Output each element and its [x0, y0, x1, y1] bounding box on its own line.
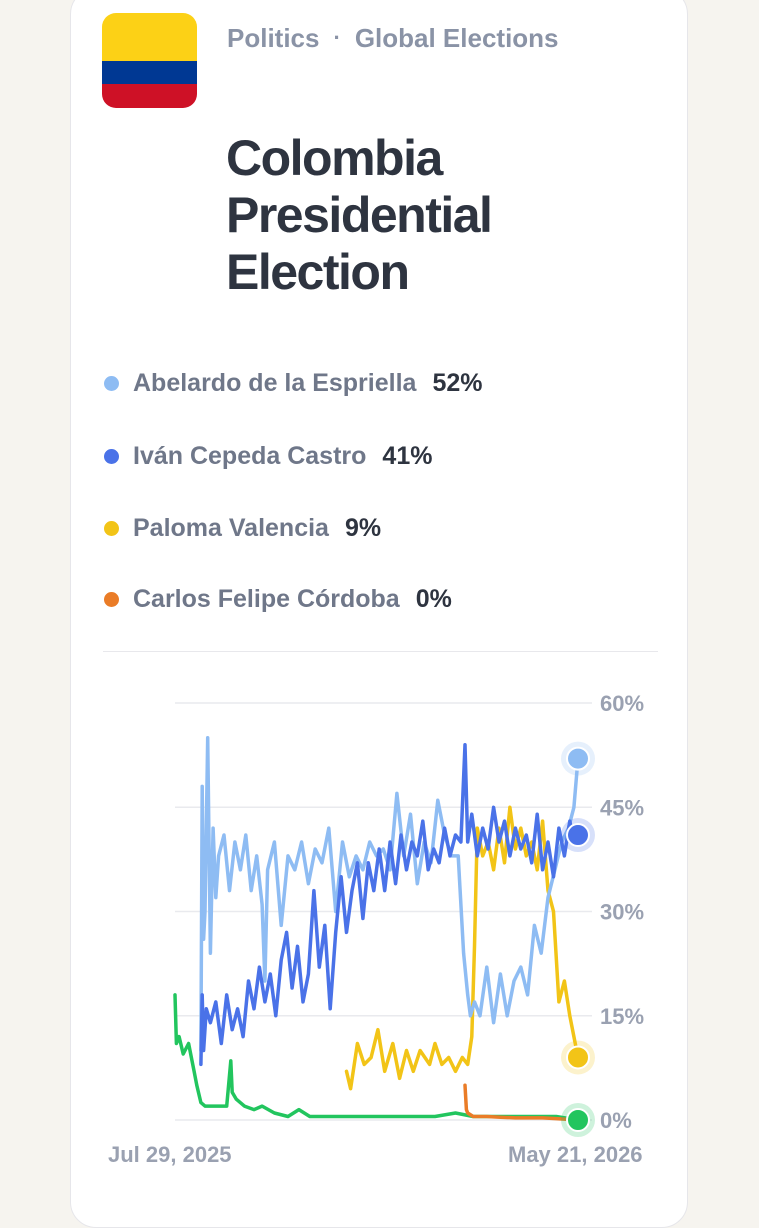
y-tick-label: 60% — [600, 691, 644, 716]
series-line-paloma-valencia — [344, 805, 580, 1091]
series-line-abelardo-de-la-espriella — [199, 736, 580, 1053]
end-marker-dot — [566, 1108, 590, 1132]
y-tick-label: 30% — [600, 900, 644, 925]
flag-band-blue — [102, 60, 197, 85]
legend-name: Carlos Felipe Córdoba — [133, 584, 400, 613]
legend-value: 52% — [432, 368, 483, 397]
market-card — [70, 0, 688, 1228]
breadcrumb: Politics · Global Elections — [227, 20, 559, 56]
series-line-carlos-felipe-co-rdoba — [463, 1083, 580, 1122]
page-title: Colombia Presidential Election — [226, 130, 493, 300]
flag-band-yellow — [102, 13, 197, 61]
x-axis-start-label: Jul 29, 2025 — [108, 1142, 232, 1167]
legend-dot — [104, 375, 119, 391]
legend-item-valencia[interactable]: Paloma Valencia 9% — [104, 505, 381, 551]
divider — [103, 651, 658, 652]
y-tick-label: 0% — [600, 1108, 632, 1133]
x-axis-end-label: May 21, 2026 — [508, 1142, 643, 1167]
legend-value: 41% — [382, 441, 433, 470]
breadcrumb-subcategory[interactable]: Global Elections — [354, 22, 559, 53]
y-tick-label: 15% — [600, 1004, 644, 1029]
legend-item-espriella[interactable]: Abelardo de la Espriella 52% — [104, 360, 482, 406]
legend-name: Iván Cepeda Castro — [133, 441, 367, 470]
legend-dot — [104, 448, 119, 464]
legend-item-cepeda[interactable]: Iván Cepeda Castro 41% — [104, 433, 432, 479]
colombia-flag-icon — [102, 13, 197, 108]
series-line-iva-n-cepeda-castro — [199, 742, 580, 1067]
price-history-chart[interactable]: 0% 15% 30% 45% 60% — [0, 680, 759, 1140]
end-marker-dot — [566, 823, 590, 848]
series-line-other — [173, 993, 580, 1122]
legend-dot — [104, 591, 119, 607]
end-marker-dot — [566, 746, 590, 771]
flag-band-red — [102, 84, 197, 108]
legend-value: 9% — [344, 513, 382, 542]
legend-dot — [104, 520, 119, 536]
breadcrumb-separator: · — [333, 25, 341, 50]
breadcrumb-category[interactable]: Politics — [227, 22, 320, 53]
legend-name: Abelardo de la Espriella — [133, 368, 417, 397]
legend-value: 0% — [415, 584, 452, 613]
legend-item-cordoba[interactable]: Carlos Felipe Córdoba 0% — [104, 576, 452, 622]
end-marker-dot — [566, 1045, 590, 1070]
legend-name: Paloma Valencia — [133, 513, 329, 542]
y-tick-label: 45% — [600, 795, 644, 820]
